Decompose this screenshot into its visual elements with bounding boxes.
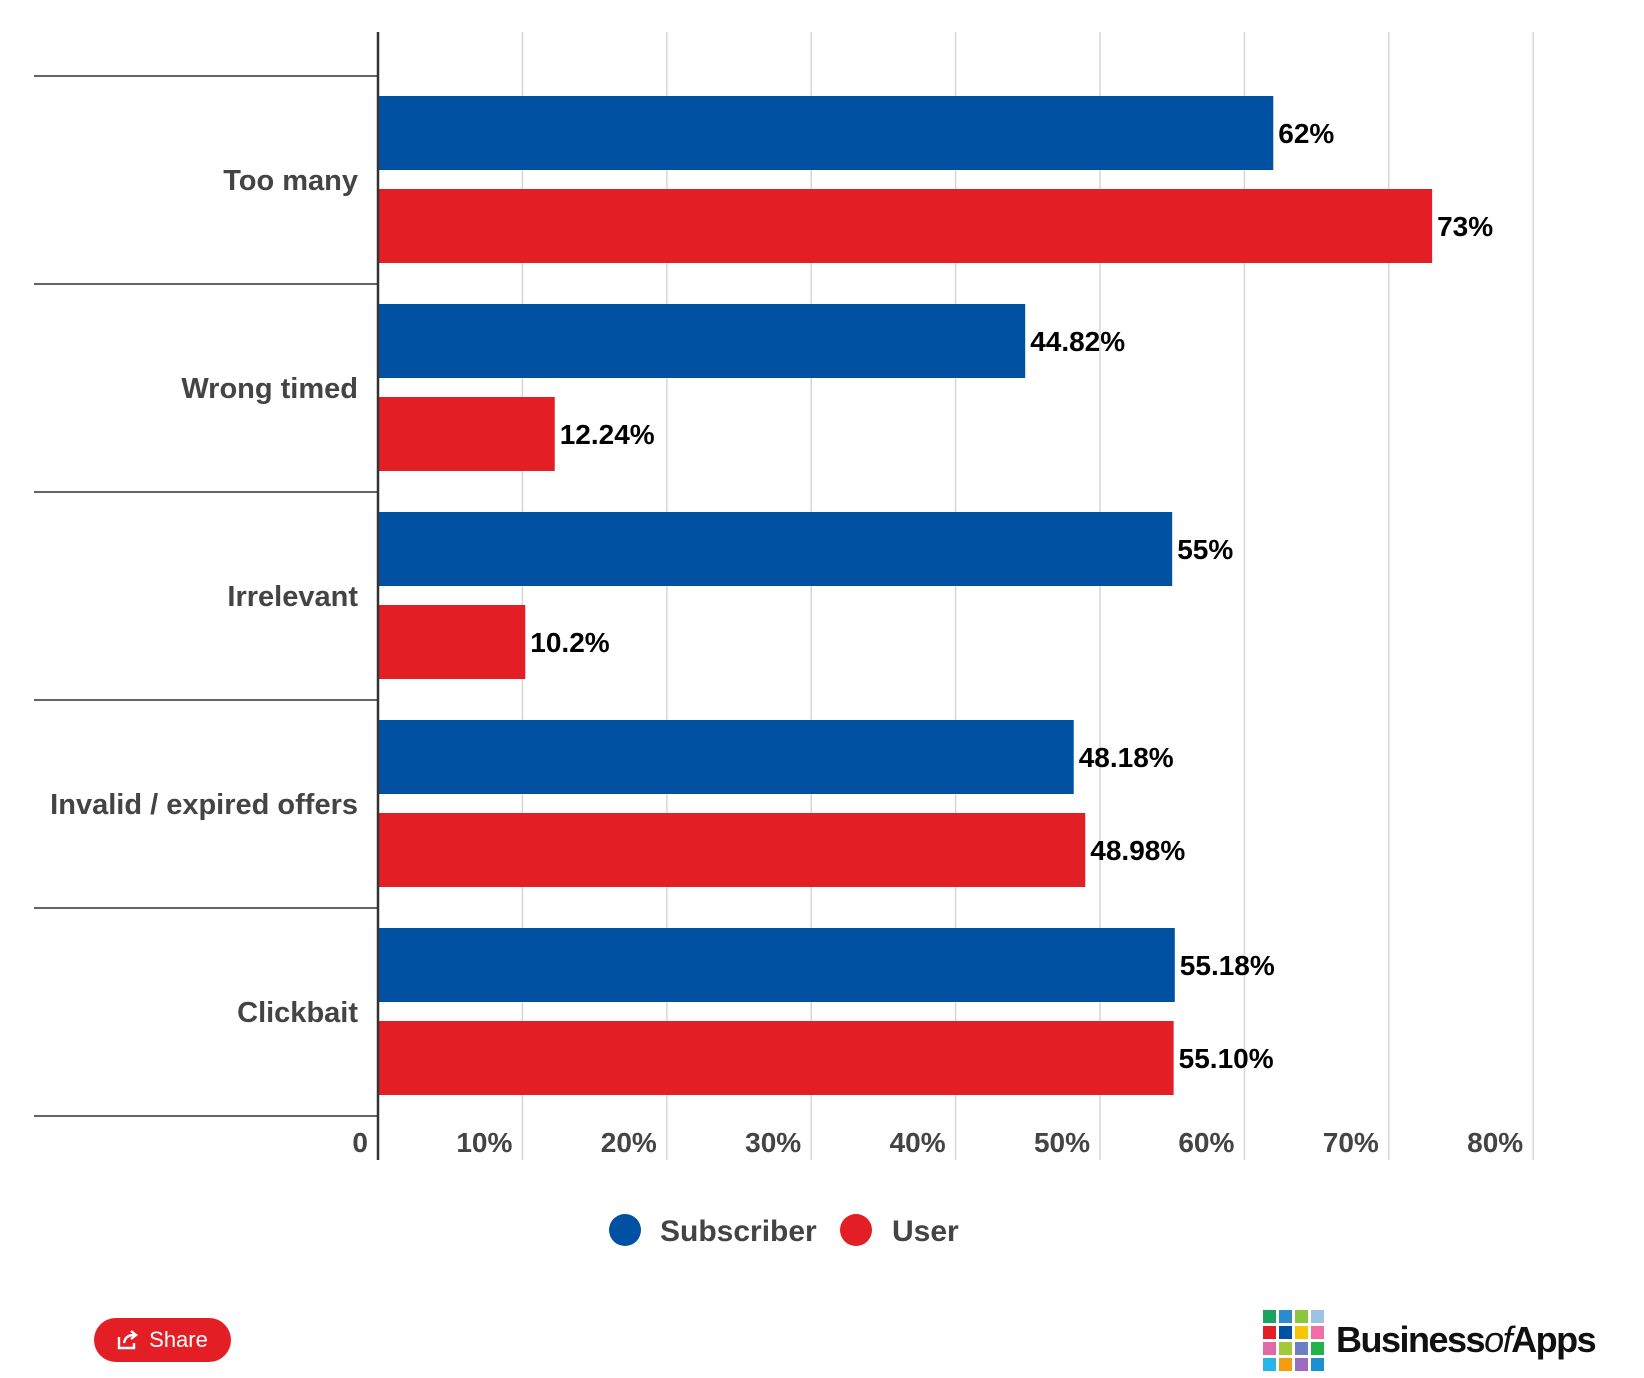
bar-user	[378, 813, 1086, 887]
x-tick-label: 50%	[1034, 1127, 1090, 1158]
x-tick-label: 30%	[745, 1127, 801, 1158]
data-label: 55%	[1177, 534, 1233, 565]
x-tick-label: 70%	[1323, 1127, 1379, 1158]
category-label: Wrong timed	[181, 373, 358, 405]
x-tick-label: 60%	[1178, 1127, 1234, 1158]
bar-user	[378, 397, 555, 471]
data-label: 48.98%	[1090, 835, 1185, 866]
bar-subscriber	[378, 304, 1026, 378]
share-icon	[117, 1330, 139, 1350]
legend-marker-subscriber	[609, 1214, 641, 1246]
logo-grid-icon	[1263, 1309, 1324, 1371]
data-label: 73%	[1437, 211, 1493, 242]
legend-marker-user	[840, 1214, 872, 1246]
bar-user	[378, 189, 1433, 263]
x-tick-label: 80%	[1467, 1127, 1523, 1158]
data-label: 44.82%	[1030, 326, 1125, 357]
share-label: Share	[149, 1327, 208, 1352]
category-label: Irrelevant	[227, 581, 358, 613]
data-label: 55.10%	[1179, 1043, 1274, 1074]
legend-label-subscriber: Subscriber	[660, 1215, 817, 1248]
business-of-apps-logo[interactable]: BusinessofApps	[1263, 1309, 1597, 1371]
category-label: Invalid / expired offers	[50, 789, 358, 821]
category-label: Clickbait	[237, 997, 358, 1029]
data-label: 55.18%	[1180, 950, 1275, 981]
data-label: 10.2%	[530, 627, 609, 658]
bar-subscriber	[378, 512, 1173, 586]
category-label: Too many	[223, 165, 358, 197]
bar-subscriber	[378, 720, 1074, 794]
bar-user	[378, 1021, 1174, 1095]
data-label: 12.24%	[560, 419, 655, 450]
x-tick-label: 20%	[601, 1127, 657, 1158]
share-button[interactable]: Share	[94, 1318, 231, 1362]
bar-subscriber	[378, 928, 1175, 1002]
logo-text: BusinessofApps	[1336, 1319, 1597, 1360]
legend-label-user: User	[892, 1215, 959, 1248]
data-label: 48.18%	[1079, 742, 1174, 773]
bar-user	[378, 605, 526, 679]
x-tick-label: 10%	[456, 1127, 512, 1158]
data-label: 62%	[1278, 118, 1334, 149]
bar-subscriber	[378, 96, 1274, 170]
x-tick-label: 0	[352, 1127, 368, 1158]
x-tick-label: 40%	[890, 1127, 946, 1158]
